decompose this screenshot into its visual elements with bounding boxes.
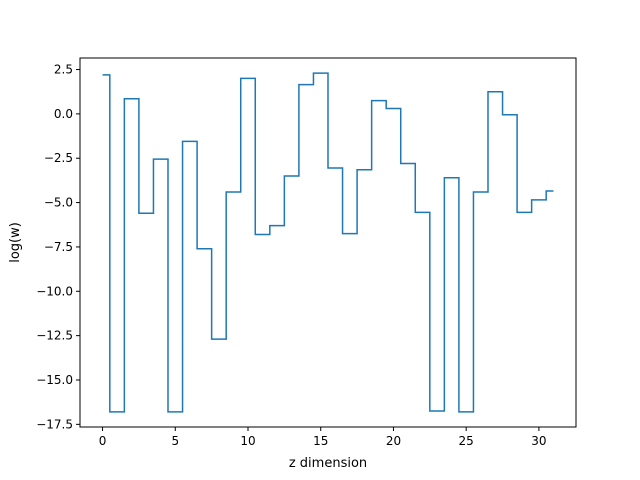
y-tick-label: 0.0 xyxy=(54,107,73,121)
y-tick-label: −15.0 xyxy=(36,373,73,387)
y-axis-label: log(w) xyxy=(8,222,23,263)
y-tick-label: −7.5 xyxy=(44,240,73,254)
y-tick-label: −5.0 xyxy=(44,196,73,210)
x-tick-label: 0 xyxy=(99,434,107,448)
y-axis-ticks: 2.5 0.0 −2.5 −5.0 −7.5 −10.0 −12.5 −15.0 −17.5 xyxy=(36,63,80,431)
y-tick-label: −2.5 xyxy=(44,151,73,165)
x-tick-label: 15 xyxy=(313,434,328,448)
x-tick-label: 20 xyxy=(386,434,401,448)
series-line xyxy=(102,72,554,413)
y-tick-label: 2.5 xyxy=(54,63,73,77)
y-tick-label: −10.0 xyxy=(36,284,73,298)
y-tick-label: −17.5 xyxy=(36,417,73,431)
axes-frame xyxy=(79,57,577,428)
x-tick-label: 5 xyxy=(171,434,179,448)
x-tick-label: 10 xyxy=(240,434,255,448)
plot-area xyxy=(79,57,577,428)
x-tick-label: 30 xyxy=(531,434,546,448)
x-axis-ticks: 0 5 10 15 20 25 30 xyxy=(99,427,547,448)
x-axis-label: z dimension xyxy=(289,456,367,471)
x-tick-label: 25 xyxy=(459,434,474,448)
series-layer xyxy=(102,72,554,413)
y-tick-label: −12.5 xyxy=(36,329,73,343)
